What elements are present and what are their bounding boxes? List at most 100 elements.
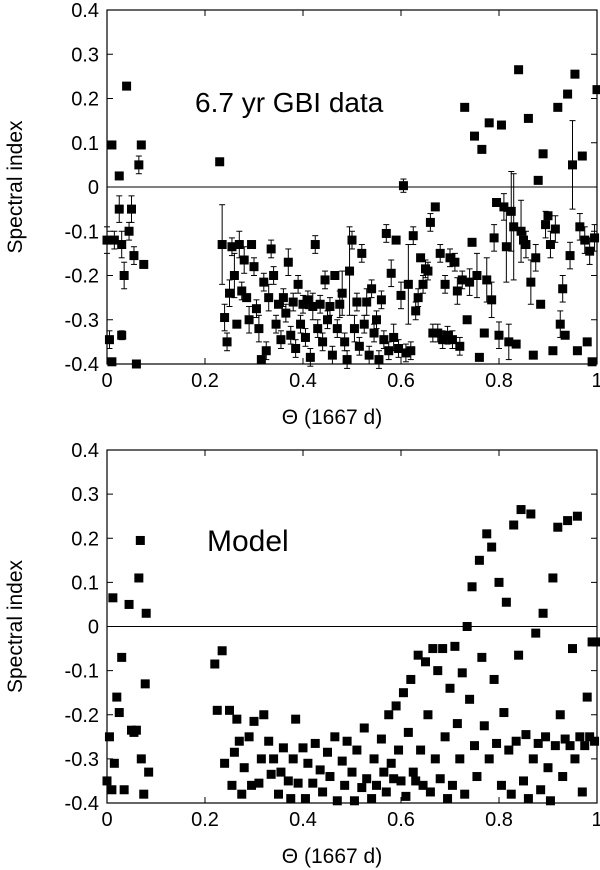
data-point (487, 542, 497, 552)
x-tick-label: 1 (591, 370, 600, 392)
data-point (460, 102, 470, 112)
data-point (359, 723, 369, 733)
data-point (225, 288, 234, 298)
data-point (585, 732, 595, 742)
data-point (563, 516, 573, 526)
data-point (545, 240, 555, 250)
data-point (425, 787, 435, 797)
data-point (274, 789, 283, 799)
data-point (526, 277, 536, 287)
data-point (430, 754, 440, 764)
y-tick-label: -0.3 (65, 749, 99, 771)
data-point (222, 337, 232, 347)
data-point (298, 299, 308, 309)
data-point (127, 204, 136, 214)
data-point (308, 301, 318, 311)
data-point (470, 131, 479, 141)
data-point (550, 741, 560, 751)
data-point (269, 271, 279, 280)
data-point (349, 324, 359, 334)
data-point (545, 796, 555, 806)
data-point (303, 295, 313, 305)
data-point (227, 242, 237, 252)
data-point (323, 747, 332, 757)
data-point (102, 235, 112, 245)
data-point (511, 736, 521, 746)
data-point (582, 692, 592, 702)
data-point (465, 277, 475, 287)
data-point (482, 529, 492, 539)
data-point (577, 787, 587, 797)
data-point (234, 736, 244, 746)
data-point (369, 754, 379, 764)
data-point (104, 732, 114, 742)
data-point (590, 736, 600, 746)
x-axis-label: Θ (1667 d) (282, 845, 382, 868)
data-point (102, 776, 112, 786)
data-point (465, 694, 475, 704)
data-point (237, 286, 247, 296)
data-point (438, 644, 448, 654)
data-point (474, 555, 484, 565)
data-point (254, 324, 264, 334)
data-point (401, 791, 411, 801)
data-point (327, 350, 337, 360)
data-point (229, 271, 239, 280)
data-point (565, 251, 575, 261)
data-point (585, 246, 595, 256)
data-point (438, 335, 448, 345)
data-point (577, 151, 587, 161)
data-point (372, 780, 381, 790)
data-point (528, 350, 538, 360)
data-point (570, 69, 580, 79)
data-point (117, 652, 127, 662)
data-point (541, 220, 551, 230)
data-point (119, 785, 129, 795)
data-point (117, 240, 127, 250)
data-point (421, 657, 430, 667)
data-point (315, 299, 325, 309)
data-point (291, 714, 301, 724)
data-point (457, 668, 467, 678)
data-point (136, 140, 146, 150)
data-point (398, 181, 408, 191)
data-point (342, 355, 352, 365)
data-point (555, 710, 565, 720)
data-point (435, 248, 445, 258)
data-point (104, 335, 114, 345)
data-point (543, 211, 553, 221)
chart-panel-1: -0.4 -0.3 -0.2 -0.1 0 0.1 0.2 0.3 0.4 0 0.2 0.4 0.6 0… (4, 0, 600, 429)
data-point (482, 275, 492, 285)
data-point (580, 235, 590, 245)
data-point (462, 622, 472, 631)
data-point (447, 335, 457, 345)
data-point (293, 778, 303, 788)
x-tick-label: 0.6 (387, 370, 415, 392)
data-point (428, 328, 438, 338)
data-point (408, 231, 418, 241)
data-point (416, 253, 426, 263)
data-point (136, 754, 146, 764)
data-point (592, 637, 600, 647)
data-point (369, 328, 379, 338)
data-point (418, 780, 428, 790)
data-point (590, 233, 600, 243)
data-point (347, 767, 357, 777)
data-point (496, 780, 506, 790)
data-point (403, 727, 413, 737)
data-point (239, 763, 249, 773)
data-point (266, 244, 276, 254)
data-point (359, 319, 369, 329)
data-point (523, 794, 533, 804)
data-point (269, 754, 279, 764)
data-point (533, 738, 543, 748)
y-tick-label: -0.4 (65, 354, 99, 376)
data-point (563, 89, 573, 99)
x-tick-label: 0.4 (289, 370, 317, 392)
data-point (516, 226, 526, 236)
data-point (278, 293, 288, 303)
data-point (325, 772, 335, 782)
y-tick-label: 0.1 (71, 572, 99, 594)
data-point (376, 734, 386, 744)
data-point (232, 319, 242, 329)
